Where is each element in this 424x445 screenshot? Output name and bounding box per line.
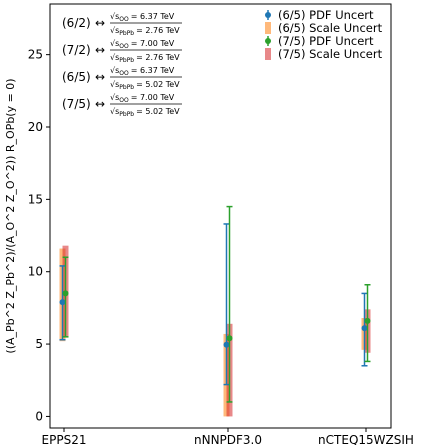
annotation-arrow-1: ↔ [95, 43, 105, 57]
y-tick-label: 10 [28, 265, 43, 279]
legend: (6/5) PDF Uncert(6/5) Scale Uncert(7/5) … [265, 8, 383, 61]
annotation-denominator-3: √sPbPb = 5.02 TeV [110, 107, 180, 118]
point-s2-c1 [226, 335, 233, 342]
point-s2-c0 [62, 290, 69, 297]
legend-marker-2 [265, 38, 271, 44]
legend-marker-0 [265, 12, 271, 18]
annotation-arrow-2: ↔ [95, 70, 105, 84]
legend-swatch-1 [265, 22, 271, 34]
y-tick-label: 20 [28, 120, 43, 134]
plot-frame [49, 3, 392, 429]
annotation-numerator-2: √sOO = 6.37 TeV [110, 66, 175, 77]
x-tick-label-epps21: EPPS21 [42, 433, 87, 445]
point-s0-c0 [59, 299, 66, 306]
legend-label-0: (6/5) PDF Uncert [278, 8, 374, 22]
y-axis-label-text: ((A_Pb^2 Z_Pb^2)/(A_O^2 Z_O^2)) R_OPb(y … [4, 78, 17, 353]
y-tick-label: 0 [35, 409, 43, 423]
y-tick-label: 5 [35, 337, 43, 351]
x-tick-label-ncteq15wzsih: nCTEQ15WZSIH [318, 433, 414, 445]
annotation-ratio-3: (7/5) [62, 97, 91, 111]
annotation-arrow-0: ↔ [95, 16, 105, 30]
point-s0-c1 [223, 341, 230, 348]
annotation-denominator-0: √sPbPb = 2.76 TeV [110, 26, 180, 37]
x-tick-label-nnnpdf3-0: nNNPDF3.0 [194, 433, 262, 445]
legend-label-3: (7/5) Scale Uncert [278, 47, 383, 61]
legend-label-1: (6/5) Scale Uncert [278, 21, 383, 35]
data-marks [59, 205, 371, 417]
y-tick-label: 15 [28, 192, 43, 206]
annotation-arrow-3: ↔ [95, 97, 105, 111]
annotation-numerator-0: √sOO = 6.37 TeV [110, 12, 175, 23]
annotation-denominator-2: √sPbPb = 5.02 TeV [110, 80, 180, 91]
annotation-numerator-1: √sOO = 7.00 TeV [110, 39, 175, 50]
y-axis-label: ((A_Pb^2 Z_Pb^2)/(A_O^2 Z_O^2)) R_OPb(y … [4, 78, 17, 353]
annotation-denominator-1: √sPbPb = 2.76 TeV [110, 53, 180, 64]
y-tick-label: 25 [28, 48, 43, 62]
annotation-ratio-1: (7/2) [62, 43, 91, 57]
legend-label-2: (7/5) PDF Uncert [278, 34, 374, 48]
annotation-ratio-2: (6/5) [62, 70, 91, 84]
energy-annotations: (6/2) ↔ √sOO = 6.37 TeV √sPbPb = 2.76 TeV (7/2… [62, 12, 182, 118]
annotation-numerator-3: √sOO = 7.00 TeV [110, 93, 175, 104]
axis-ticks: 0 5 10 15 20 25 EPPS21 nNNPDF3.0 nCTEQ15WZSIH [28, 48, 414, 445]
point-s2-c2 [364, 317, 371, 324]
annotation-ratio-0: (6/2) [62, 16, 91, 30]
point-s0-c2 [361, 325, 368, 332]
legend-swatch-3 [265, 48, 271, 60]
